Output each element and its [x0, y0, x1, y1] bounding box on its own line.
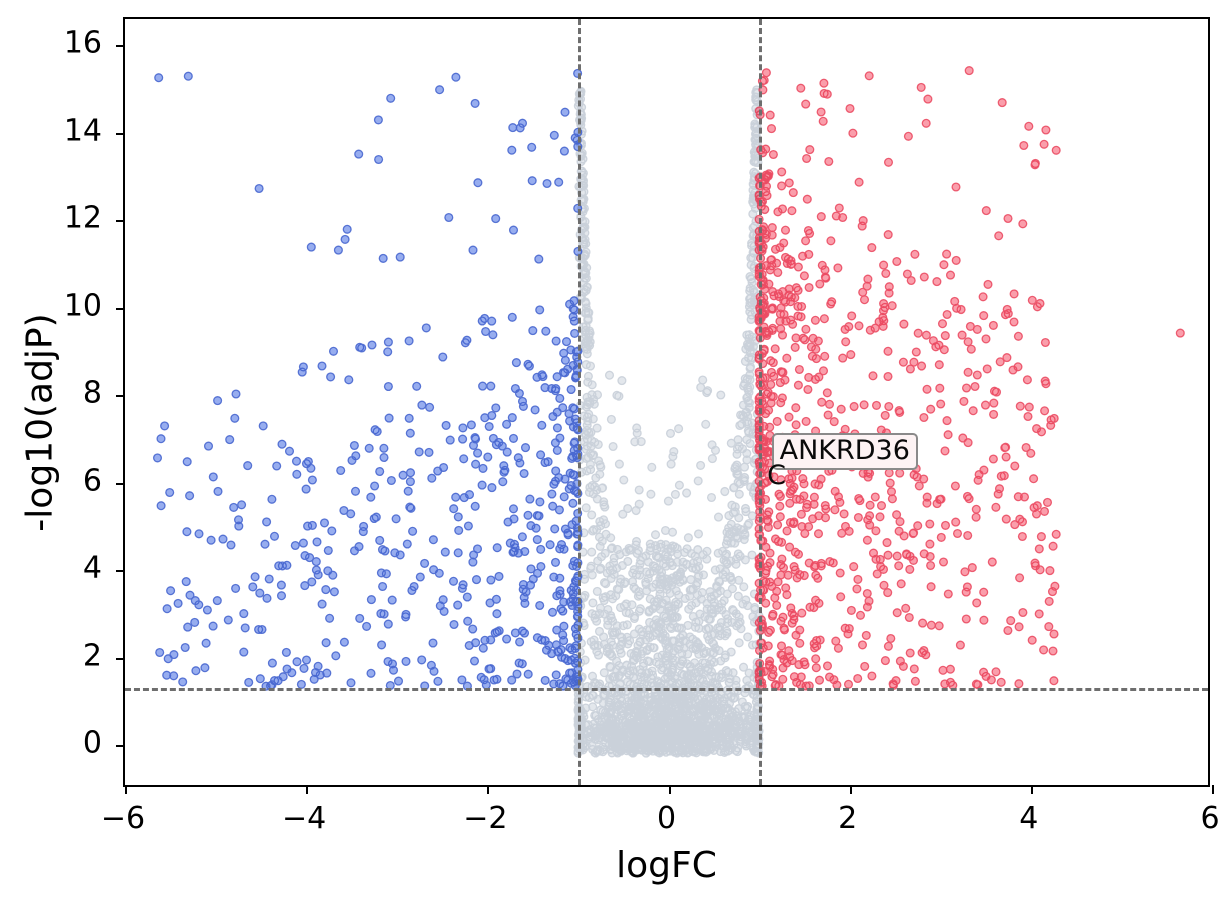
x-tick-label: 0 [656, 801, 677, 836]
y-tick-label: 4 [82, 550, 102, 586]
y-tick [116, 307, 125, 310]
x-tick-label: 2 [838, 801, 858, 836]
y-tick-label: 10 [63, 288, 102, 324]
y-tick [116, 657, 125, 660]
y-tick [116, 220, 125, 223]
x-tick [125, 785, 127, 794]
scatter-points-layer [125, 19, 1208, 785]
x-tick [1212, 785, 1214, 794]
y-tick-label: 8 [82, 375, 102, 411]
x-tick [668, 785, 671, 794]
threshold-line-adjp [125, 688, 1208, 692]
x-tick [487, 785, 490, 794]
x-tick [306, 785, 309, 794]
x-tick [849, 785, 852, 794]
y-tick [116, 745, 125, 748]
y-tick-label: 16 [63, 25, 102, 61]
x-tick-label: −2 [463, 801, 508, 836]
y-tick [116, 395, 125, 398]
gene-label-c[interactable]: C [767, 460, 786, 492]
threshold-line-logfc-positive [759, 19, 763, 785]
x-tick-label: 6 [1200, 801, 1220, 836]
x-tick [1030, 785, 1033, 794]
y-tick-label: 14 [63, 113, 102, 149]
scatter-points [152, 66, 1185, 758]
x-tick-label: −6 [100, 801, 146, 836]
gene-label-ankrd36[interactable]: ANKRD36 [771, 432, 918, 471]
x-axis-title: logFC [616, 845, 717, 886]
x-tick-label: 4 [1019, 801, 1039, 836]
y-axis-title: -log10(adjP) [19, 313, 61, 532]
series-not-significant [573, 85, 764, 758]
x-tick-label: −4 [282, 801, 327, 836]
y-tick-label: 0 [82, 725, 102, 761]
y-tick-label: 6 [82, 463, 102, 499]
threshold-line-logfc-negative [577, 19, 581, 785]
series-down-regulated [152, 68, 583, 691]
y-tick [116, 570, 125, 573]
y-tick [116, 45, 125, 48]
plot-area: ANKRD36 C [116, 17, 1214, 794]
y-tick [116, 132, 125, 135]
series-up-regulated [754, 66, 1185, 691]
y-tick-label: 2 [82, 638, 102, 674]
y-tick [116, 482, 125, 485]
y-tick-label: 12 [63, 200, 102, 236]
